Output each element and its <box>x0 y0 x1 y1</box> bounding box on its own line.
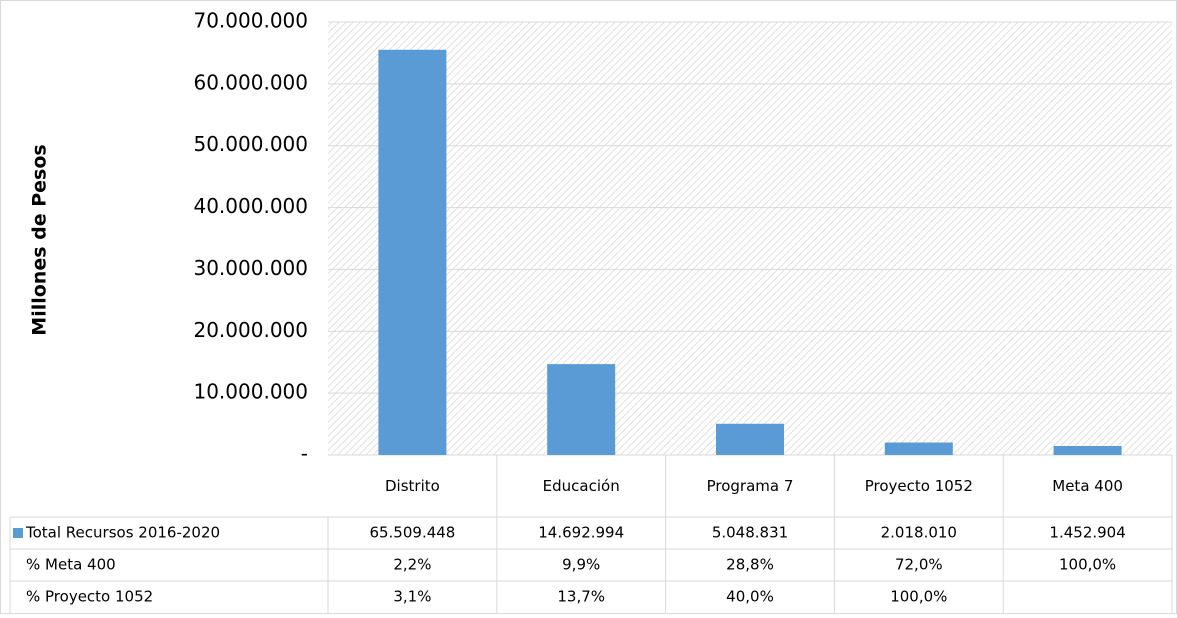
x-tick-label-box: Programa 7 <box>690 457 810 515</box>
y-tick-label: 50.000.000 <box>193 132 308 156</box>
table-cell: 13,7% <box>557 588 605 606</box>
y-tick-label: 10.000.000 <box>193 380 308 404</box>
table-row-name: % Proyecto 1052 <box>26 588 153 606</box>
x-tick-label: Educación <box>542 476 620 495</box>
x-tick-label-box: Meta 400 <box>1028 457 1148 515</box>
bar <box>547 364 616 455</box>
table-row-name: % Meta 400 <box>26 556 116 574</box>
bar <box>1053 446 1122 455</box>
bar <box>378 49 447 455</box>
x-tick-label-box: Educación <box>521 457 641 515</box>
y-tick-label: 40.000.000 <box>193 194 308 218</box>
plot-area <box>328 22 1172 455</box>
y-tick-label: 30.000.000 <box>193 256 308 280</box>
data-label: 14.692.994 <box>538 524 624 542</box>
x-tick-wrap: Distrito <box>352 457 472 515</box>
table-cell: 3,1% <box>393 588 431 606</box>
table-cell: 28,8% <box>726 556 774 574</box>
y-axis-label: Millones de Pesos <box>29 144 51 335</box>
y-tick-label: 60.000.000 <box>193 70 308 94</box>
x-tick-wrap: Meta 400 <box>1028 457 1148 515</box>
x-tick-label-box: Proyecto 1052 <box>859 457 979 515</box>
table-cell: 100,0% <box>1059 556 1116 574</box>
table-cell: 100,0% <box>890 588 947 606</box>
x-tick-label: Programa 7 <box>706 476 794 495</box>
bar <box>884 442 953 455</box>
y-tick-label: 70.000.000 <box>193 9 308 33</box>
table-cell: 9,9% <box>562 556 600 574</box>
x-tick-label: Distrito <box>384 476 440 495</box>
table-cell: 72,0% <box>895 556 943 574</box>
data-label: 1.452.904 <box>1049 524 1125 542</box>
data-label: 5.048.831 <box>712 524 788 542</box>
x-tick-wrap: Educación <box>521 457 641 515</box>
x-tick-label-box: Distrito <box>352 457 472 515</box>
table-cell: 40,0% <box>726 588 774 606</box>
x-tick-wrap: Programa 7 <box>690 457 810 515</box>
x-tick-label: Proyecto 1052 <box>864 476 973 495</box>
x-tick-label: Meta 400 <box>1052 476 1123 495</box>
legend-swatch <box>13 528 23 538</box>
y-tick-label: 20.000.000 <box>193 318 308 342</box>
data-label: 2.018.010 <box>881 524 957 542</box>
x-tick-wrap: Proyecto 1052 <box>859 457 979 515</box>
y-tick-label: - <box>301 442 308 466</box>
data-label: 65.509.448 <box>369 524 455 542</box>
bar <box>716 423 784 455</box>
table-cell: 2,2% <box>393 556 431 574</box>
legend-label: Total Recursos 2016-2020 <box>25 524 220 542</box>
